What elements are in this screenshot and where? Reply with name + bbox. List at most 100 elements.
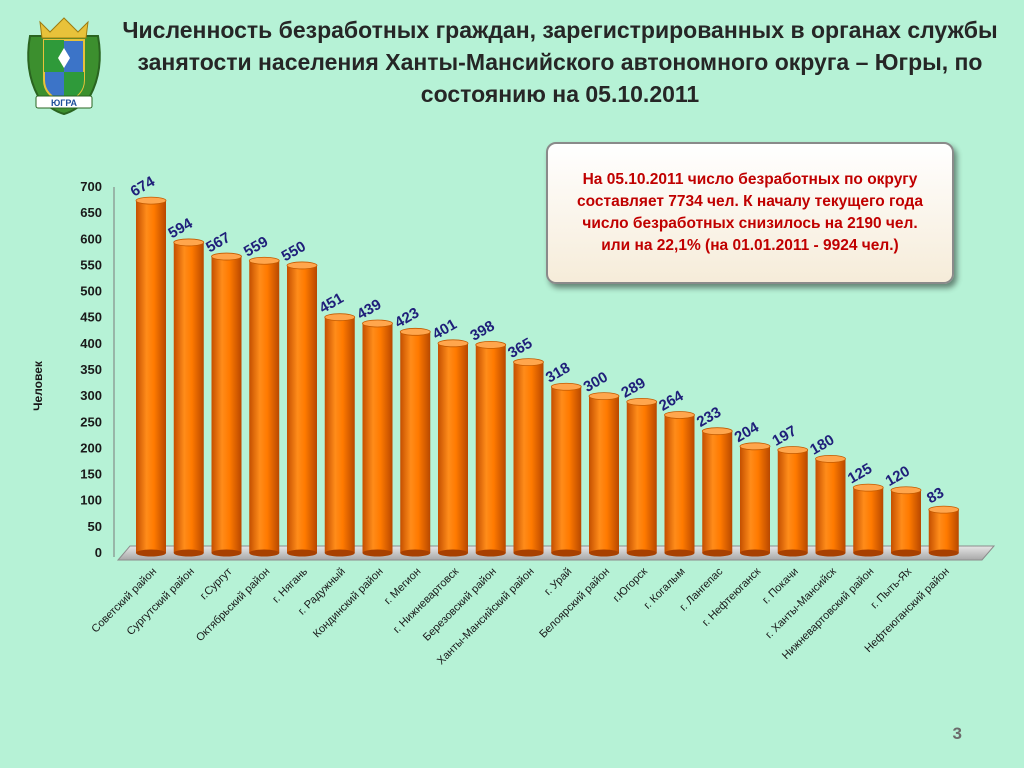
y-tick-label: 600 [80,231,102,246]
bar-top [626,397,658,406]
bar [248,256,280,557]
bar-body [891,490,921,553]
bar-top [362,319,393,328]
bar [890,486,922,557]
value-label: 318 [543,359,573,386]
bar-top [286,261,318,270]
bar-body [211,256,242,553]
bar [362,319,393,557]
bar-body [324,317,355,553]
y-tick-label: 200 [80,440,102,455]
x-tick-label: Березовский район [421,566,499,644]
bar-top [135,196,167,205]
bar-top [928,505,960,514]
x-tick-label: г. Нижневартовск [391,566,461,636]
bar-body [777,449,808,553]
y-tick-label: 650 [80,205,102,220]
page-number: 3 [952,724,962,743]
value-label: 204 [732,418,763,446]
value-label: 83 [924,484,947,507]
bar-base [853,549,884,557]
bar-base [891,549,921,557]
y-tick-label: 250 [80,414,102,429]
x-tick-label: Кондинский район [311,566,386,641]
bar-top [815,454,846,463]
bar [777,446,809,557]
bar-body [928,509,959,553]
bar-top [173,238,205,247]
bar-body [815,458,846,553]
bar-body [287,265,317,553]
value-label: 120 [883,463,913,490]
bar [324,313,356,557]
bar-base [702,549,733,557]
y-tick-label: 550 [80,257,102,272]
bar-base [928,549,959,557]
bar [664,411,695,557]
bar-body [438,343,468,553]
bar-body [702,431,733,553]
bar-base [438,549,468,557]
value-label: 365 [505,335,535,362]
value-label: 264 [656,387,687,415]
emblem-label: ЮГРА [51,98,78,108]
bar-base [173,549,204,557]
bar-top [890,486,922,495]
bar-base [551,549,582,557]
bar-top [739,442,771,451]
bar [286,261,318,557]
bar-body [626,401,657,553]
value-label: 451 [316,290,346,317]
bar-body [740,446,770,553]
bar-top [513,358,544,367]
value-label: 559 [241,233,271,260]
value-label: 423 [392,304,422,331]
y-tick-label: 400 [80,336,102,351]
emblem-icon: ЮГРА [27,17,101,116]
bar [211,252,242,557]
bar-body [475,344,506,553]
info-box-text: На 05.10.2011 число безработных по округ… [577,171,923,254]
bar-base [249,549,280,557]
value-label: 567 [203,229,233,256]
bar [513,358,544,557]
bar-base [589,549,619,557]
value-label: 439 [354,296,384,323]
x-tick-label: Октябрьский район [194,566,272,644]
bar [701,427,733,557]
bar-body [664,414,695,553]
x-tick-label: г.Югорск [611,566,650,605]
bar-base [815,549,846,557]
bar-base [777,549,808,557]
bar-base [513,549,544,557]
bar [135,196,167,557]
value-label: 594 [165,215,196,243]
bar-top [248,256,280,265]
bar-body [853,487,884,553]
value-label: 300 [581,369,611,396]
y-tick-label: 350 [80,362,102,377]
value-label: 398 [467,317,497,344]
bar-base [324,549,355,557]
bar [475,341,507,557]
bar-body [249,260,280,553]
bar-body [136,200,166,553]
bar-top [324,313,356,322]
y-tick-label: 450 [80,310,102,325]
x-tick-label: г. Урай [542,566,574,598]
bar-base [664,549,695,557]
bar-top [701,427,733,436]
bar [815,454,846,557]
y-tick-label: 500 [80,284,102,299]
x-tick-label: Белоярский район [537,566,612,641]
bar-base [626,549,657,557]
bar-body [400,331,431,553]
bar-base [287,549,317,557]
bar-body [513,362,544,553]
bar [928,505,960,557]
bar [173,238,205,557]
bar-top [664,411,695,419]
bar-body [551,386,582,553]
x-tick-label: Сургутский район [125,566,197,638]
